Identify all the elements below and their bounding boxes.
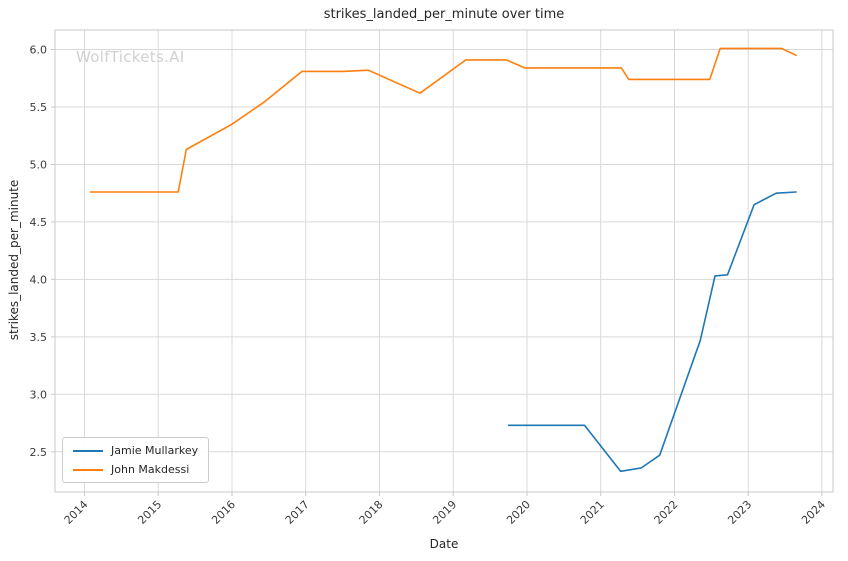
y-tick-label: 3.5 <box>30 331 48 344</box>
y-tick-label: 5.5 <box>30 101 48 114</box>
x-tick-label: 2016 <box>209 498 238 527</box>
y-tick-label: 3.0 <box>30 388 48 401</box>
y-tick-label: 5.0 <box>30 159 48 172</box>
legend-item-jamie-mullarkey: Jamie Mullarkey <box>73 445 198 456</box>
y-tick-label: 4.5 <box>30 216 48 229</box>
x-tick-label: 2021 <box>578 498 607 527</box>
x-tick-label: 2015 <box>135 498 164 527</box>
x-tick-label: 2022 <box>652 498 681 527</box>
legend-item-john-makdessi: John Makdessi <box>73 464 198 475</box>
y-axis-label: strikes_landed_per_minute <box>7 179 21 341</box>
x-tick-label: 2017 <box>283 498 312 527</box>
legend-label: Jamie Mullarkey <box>111 444 199 457</box>
x-tick-label: 2023 <box>725 498 754 527</box>
y-tick-label: 6.0 <box>30 44 48 57</box>
x-tick-label: 2014 <box>62 498 91 527</box>
x-tick-label: 2019 <box>430 498 459 527</box>
y-tick-label: 4.0 <box>30 273 48 286</box>
legend-line-swatch-jamie <box>73 449 103 452</box>
legend-label: John Makdessi <box>111 463 190 476</box>
x-tick-label: 2024 <box>799 498 828 527</box>
chart-title: strikes_landed_per_minute over time <box>323 7 565 22</box>
legend-line-swatch-john <box>73 468 103 471</box>
series-line-jamie-mullarkey <box>507 191 797 473</box>
plot-border <box>54 29 834 493</box>
x-axis-label: Date <box>429 537 459 551</box>
y-tick-label: 2.5 <box>30 446 48 459</box>
series-line-john-makdessi <box>89 47 797 193</box>
x-tick-label: 2018 <box>357 498 386 527</box>
watermark: WolfTickets.AI <box>76 48 185 66</box>
legend: Jamie Mullarkey John Makdessi <box>62 437 210 483</box>
x-tick-label: 2020 <box>504 498 533 527</box>
